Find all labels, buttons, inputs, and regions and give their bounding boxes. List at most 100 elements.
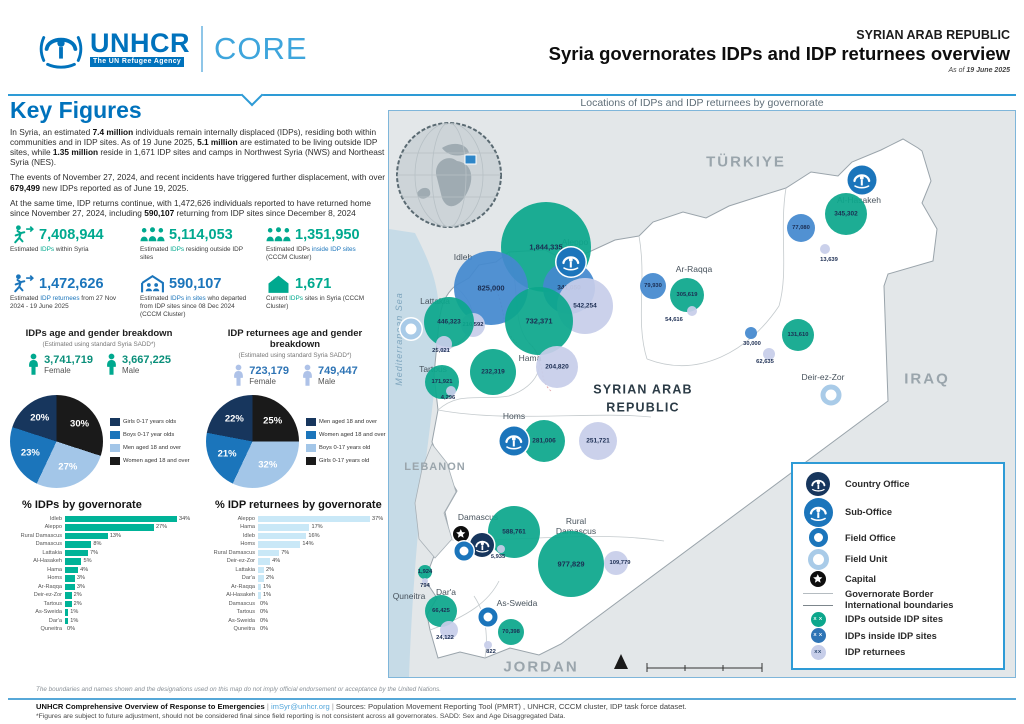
map-bubble-value: 109,779 [609,560,631,566]
bar [258,575,265,582]
bar-category: Damascus [228,600,255,607]
legend-label: International boundaries [845,600,954,611]
north-arrow [614,654,628,669]
legend-label: Capital [845,574,876,585]
bar-value: 14% [302,541,314,548]
legend-label: Women aged 18 and over [319,431,386,438]
legend-label: Men aged 18 and over [123,444,182,451]
map-bubble-outside [418,565,432,579]
map-bubble-outside [538,531,604,597]
bar-row: Tartous 0% [203,608,388,617]
map-bubble-value: 281,006 [532,437,556,445]
map-bubble-outside [470,349,516,395]
legend-item: Field Office [803,528,993,548]
footer-divider [8,698,1016,700]
bar-row: Homs 3% [10,574,195,583]
bar-value: 3% [76,583,85,590]
bar-category: Aleppo [44,524,62,531]
legend-label: Field Office [845,532,896,543]
field-unit-icon [803,548,833,570]
intl-boundary-icon [803,604,833,606]
bar-value: 37% [372,515,384,522]
page-title: Syria governorates IDPs and IDP returnee… [548,43,1010,64]
idps-pie-legend: Girls 0-17 years olds Boys 0-17 year olds… [110,417,190,465]
map-bubble-value: 5,935 [490,554,506,560]
map-bubble-value: 30,000 [743,341,761,347]
map-bubble-returnees [422,578,428,584]
bar-row: Ar-Raqqa 3% [10,583,195,592]
gov-border-icon [803,593,833,595]
female-person-icon [27,353,40,376]
map-bubble-value: 305,619 [676,292,698,298]
age-gender-breakdowns: IDPs age and gender breakdown (Estimated… [10,328,388,387]
bar-value: 2% [266,566,275,573]
key-stat: 1,671 Current IDPs sites in Syria (CCCM C… [266,274,384,319]
map-bubble-value: 204,820 [545,363,569,371]
field-unit-icon [400,318,422,340]
legend-label: Boys 0-17 year olds [123,431,175,438]
bar-category: Ar-Raqqa [231,583,255,590]
core-wordmark: CORE [214,31,308,66]
house-icon [266,274,291,294]
header-divider [8,83,1016,107]
bar-row: Homs 14% [203,540,388,549]
map-governorate-label: As-Sweida [496,598,538,609]
bar [258,592,262,599]
bar-value: 13% [109,532,122,539]
map-bubble-value: 542,254 [573,302,597,310]
field-office-icon [478,607,498,627]
bar-value: 2% [73,600,82,607]
legend-label: Men aged 18 and over [319,418,378,425]
bar-charts: % IDPs by governorate Idleb 34% Aleppo 27% R… [10,499,388,634]
key-stat: 1,472,626 Estimated IDP returnees from 27… [10,274,140,319]
legend-item: Boys 0-17 year olds [110,430,190,439]
map-country-label: IRAQ [904,370,950,388]
legend-item: Field Unit [803,548,993,570]
bar [65,515,177,523]
breakdown-note: (Estimated using standard Syria SADD*) [42,340,156,348]
male-person-icon [105,353,118,376]
bar-row: Quneitra 0% [203,625,388,634]
bar [65,592,72,599]
map-bubble-value: 822 [486,649,496,655]
idps-bar-chart: % IDPs by governorate Idleb 34% Aleppo 27% R… [10,499,195,634]
bar-value: 7% [90,549,99,556]
map-governorate-label: Homs [502,411,526,422]
legend-swatch [306,443,316,452]
country-label: SYRIAN ARAB REPUBLIC [856,28,1010,42]
map-country-label: Mediterranean Sea [394,292,404,386]
stat-value: 1,472,626 [39,275,104,292]
map-bubble-value: 13,639 [820,257,838,263]
bar-category: Tartous [236,609,255,616]
bar-row: Tartous 2% [10,600,195,609]
legend-label: Girls 0-17 years old [319,457,370,464]
map-bubble-value: 1,844,335 [529,242,563,252]
legend-item: Girls 0-17 years olds [110,417,190,426]
footer-source-line: UNHCR Comprehensive Overview of Response… [36,702,687,711]
idp-returnees-icon: XX [803,644,833,660]
pie-slice-label: 23% [20,447,40,459]
email-link[interactable]: imSyr@unhcr.org [270,702,330,711]
bar-value: 2% [73,592,82,599]
map-bubble-returnees [820,244,830,254]
header: SYRIAN ARAB REPUBLIC Syria governorates … [549,28,1010,74]
bar-category: Rural Damascus [213,549,255,556]
bar-row: As-Sweida 0% [203,617,388,626]
pie-charts: 30% 27% 23% 20% Girls 0-17 years olds Boys 0… [10,394,388,488]
pie-slice-label: 22% [224,413,244,425]
legend-item: International boundaries [803,600,993,610]
bar-category: Deir-ez-Zor [226,558,255,565]
capital-icon [803,571,833,588]
map-bubble-returnees [687,306,697,316]
chart-title: % IDPs by governorate [22,498,142,511]
people-group-icon [140,225,165,245]
map-bubble-returnees [604,551,628,575]
key-stats-grid: 7,408,944 Estimated IDPs within Syria 5,11… [10,225,388,319]
bar-value: 2% [266,575,275,582]
bar-value: 3% [76,575,85,582]
people-group-icon [266,225,291,245]
stat-label: Estimated IDPs inside IDP sites (CCCM Cl… [266,245,356,261]
legend-item: Boys 0-17 years old [306,443,386,452]
stat-label: Current IDPs sites in Syria (CCCM Cluste… [266,294,365,310]
bar [258,524,310,531]
